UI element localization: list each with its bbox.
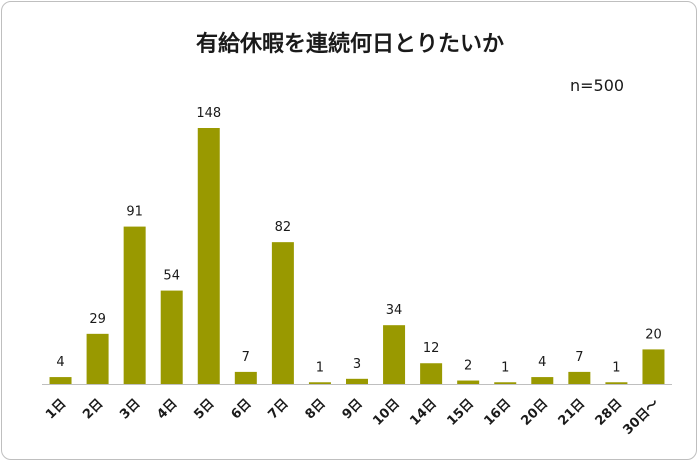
value-label-7: 1	[316, 360, 324, 375]
value-label-1: 29	[89, 312, 106, 327]
value-label-3: 54	[163, 269, 180, 284]
x-tick-label-8: 9日	[340, 396, 366, 422]
bar-7	[308, 382, 331, 384]
value-label-6: 82	[275, 220, 292, 235]
chart-title: 有給休暇を連続何日とりたいか	[195, 32, 504, 57]
value-label-11: 2	[464, 359, 472, 374]
bar-11	[457, 380, 480, 384]
x-tick-label-2: 3日	[117, 396, 143, 422]
bar-12	[494, 382, 517, 384]
bar-6	[271, 242, 294, 384]
x-tick-label-5: 6日	[228, 396, 254, 422]
value-labels-group: 4 29 91 54 148 7 82 1 3 34 12 2 1 4 7 1 20	[56, 106, 661, 375]
value-label-4: 148	[196, 106, 221, 121]
value-label-15: 1	[612, 360, 620, 375]
value-label-13: 4	[538, 355, 546, 370]
bar-5	[234, 371, 257, 384]
x-tick-label-6: 7日	[266, 396, 292, 422]
bar-14	[568, 371, 591, 384]
bar-16	[642, 349, 665, 384]
value-label-8: 3	[353, 357, 361, 372]
x-tick-label-4: 5日	[191, 396, 217, 422]
bar-13	[531, 377, 554, 384]
x-tick-label-0: 1日	[43, 396, 69, 422]
x-tick-label-15: 28日	[593, 396, 626, 429]
x-tick-label-7: 8日	[303, 396, 329, 422]
value-label-16: 20	[645, 327, 662, 342]
x-tick-label-11: 15日	[444, 396, 477, 429]
x-tick-label-10: 14日	[407, 396, 440, 429]
bars-group	[49, 128, 665, 384]
x-tick-label-9: 10日	[370, 396, 403, 429]
x-tick-label-12: 16日	[481, 396, 514, 429]
value-label-0: 4	[56, 355, 64, 370]
value-label-10: 12	[423, 341, 440, 356]
x-tick-label-13: 20日	[519, 396, 552, 429]
bar-8	[346, 378, 368, 384]
sample-size-note: n=500	[570, 76, 625, 95]
x-tick-labels-group: 1日 2日 3日 4日 5日 6日 7日 8日 9日 10日 14日 15日 16日 20日 21日 28日3…	[43, 396, 662, 438]
x-tick-label-1: 2日	[80, 396, 106, 422]
bar-9	[383, 325, 406, 384]
bar-15	[605, 382, 628, 384]
value-label-12: 1	[501, 360, 509, 375]
value-label-2: 91	[126, 205, 143, 220]
x-tick-label-3: 4日	[154, 396, 180, 422]
bar-10	[420, 363, 443, 384]
bar-3	[160, 290, 183, 384]
value-label-5: 7	[242, 350, 250, 365]
value-label-14: 7	[575, 350, 583, 365]
bar-1	[86, 333, 109, 384]
value-label-9: 34	[386, 303, 403, 318]
bar-2	[123, 226, 146, 384]
bar-0	[49, 377, 72, 384]
bar-4	[197, 128, 220, 384]
x-tick-label-16: 30日〜	[621, 396, 663, 438]
x-tick-label-14: 21日	[556, 396, 589, 429]
